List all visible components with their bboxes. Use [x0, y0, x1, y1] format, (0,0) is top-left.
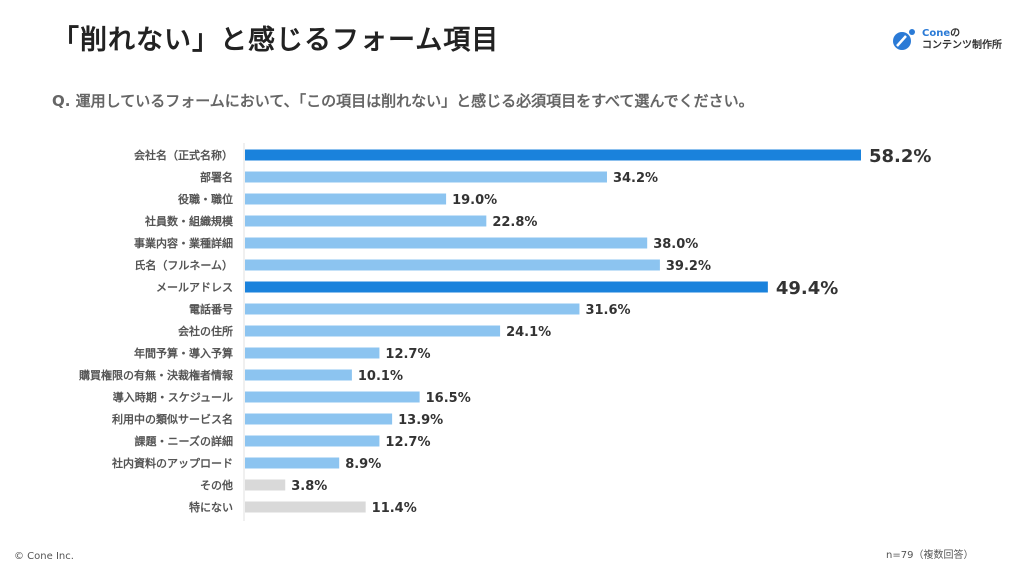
bar — [245, 259, 660, 271]
bar — [245, 369, 352, 381]
bar — [245, 281, 768, 293]
logo-brand: Cone — [922, 28, 951, 39]
category-label: 年間予算・導入予算 — [134, 346, 233, 360]
bar — [245, 413, 393, 425]
category-label: メールアドレス — [156, 281, 233, 294]
bar — [245, 193, 447, 205]
category-label: その他 — [200, 478, 233, 492]
bar — [245, 435, 380, 447]
category-label: 部署名 — [200, 170, 233, 184]
value-label: 24.1% — [506, 325, 551, 340]
bar — [245, 479, 286, 491]
value-label: 13.9% — [398, 413, 443, 428]
bar — [245, 149, 861, 161]
value-label: 8.9% — [345, 457, 381, 472]
copyright: © Cone Inc. — [14, 551, 74, 562]
value-label: 12.7% — [385, 435, 430, 450]
sample-note: n=79（複数回答） — [886, 550, 974, 561]
logo-suffix: の — [950, 28, 961, 39]
value-label: 31.6% — [585, 303, 630, 318]
bar — [245, 215, 487, 227]
bar — [245, 171, 607, 183]
category-label: 電話番号 — [189, 302, 233, 316]
category-label: 購買権限の有無・決裁権者情報 — [78, 368, 234, 382]
category-label: 課題・ニーズの詳細 — [135, 434, 233, 448]
category-label: 特にない — [189, 500, 233, 514]
bar — [245, 501, 366, 513]
value-label: 49.4% — [776, 278, 838, 299]
value-label: 58.2% — [869, 146, 931, 167]
value-label: 19.0% — [452, 193, 497, 208]
page-title: 「削れない」と感じるフォーム項目 — [52, 25, 500, 56]
logo-line2: コンテンツ制作所 — [922, 40, 1002, 51]
bar — [245, 347, 380, 359]
category-label: 氏名（フルネーム） — [134, 258, 233, 272]
category-label: 利用中の類似サービス名 — [112, 412, 233, 426]
category-label: 事業内容・業種詳細 — [134, 236, 233, 250]
bar — [245, 303, 580, 315]
value-label: 16.5% — [426, 391, 471, 406]
logo: Coneの コンテンツ制作所 — [892, 28, 1002, 52]
bar — [245, 237, 648, 249]
value-label: 22.8% — [492, 215, 537, 230]
cone-logo-icon — [893, 29, 915, 50]
category-label: 役職・職位 — [177, 192, 233, 206]
bar — [245, 457, 340, 469]
bar — [245, 325, 501, 337]
survey-question: Q. 運用しているフォームにおいて、「この項目は削れない」と感じる必須項目をすべ… — [52, 92, 754, 110]
bar — [245, 391, 420, 403]
value-label: 39.2% — [666, 259, 711, 274]
value-label: 10.1% — [358, 369, 403, 384]
value-label: 12.7% — [385, 347, 430, 362]
category-label: 社内資料のアップロード — [111, 456, 233, 470]
value-label: 34.2% — [613, 171, 658, 186]
category-label: 社員数・組織規模 — [144, 214, 234, 228]
category-label: 会社の住所 — [178, 324, 233, 338]
value-label: 38.0% — [653, 237, 698, 252]
value-label: 3.8% — [291, 479, 327, 494]
category-label: 導入時期・スケジュール — [113, 390, 233, 404]
category-label: 会社名（正式名称） — [134, 148, 233, 162]
value-label: 11.4% — [372, 501, 417, 516]
